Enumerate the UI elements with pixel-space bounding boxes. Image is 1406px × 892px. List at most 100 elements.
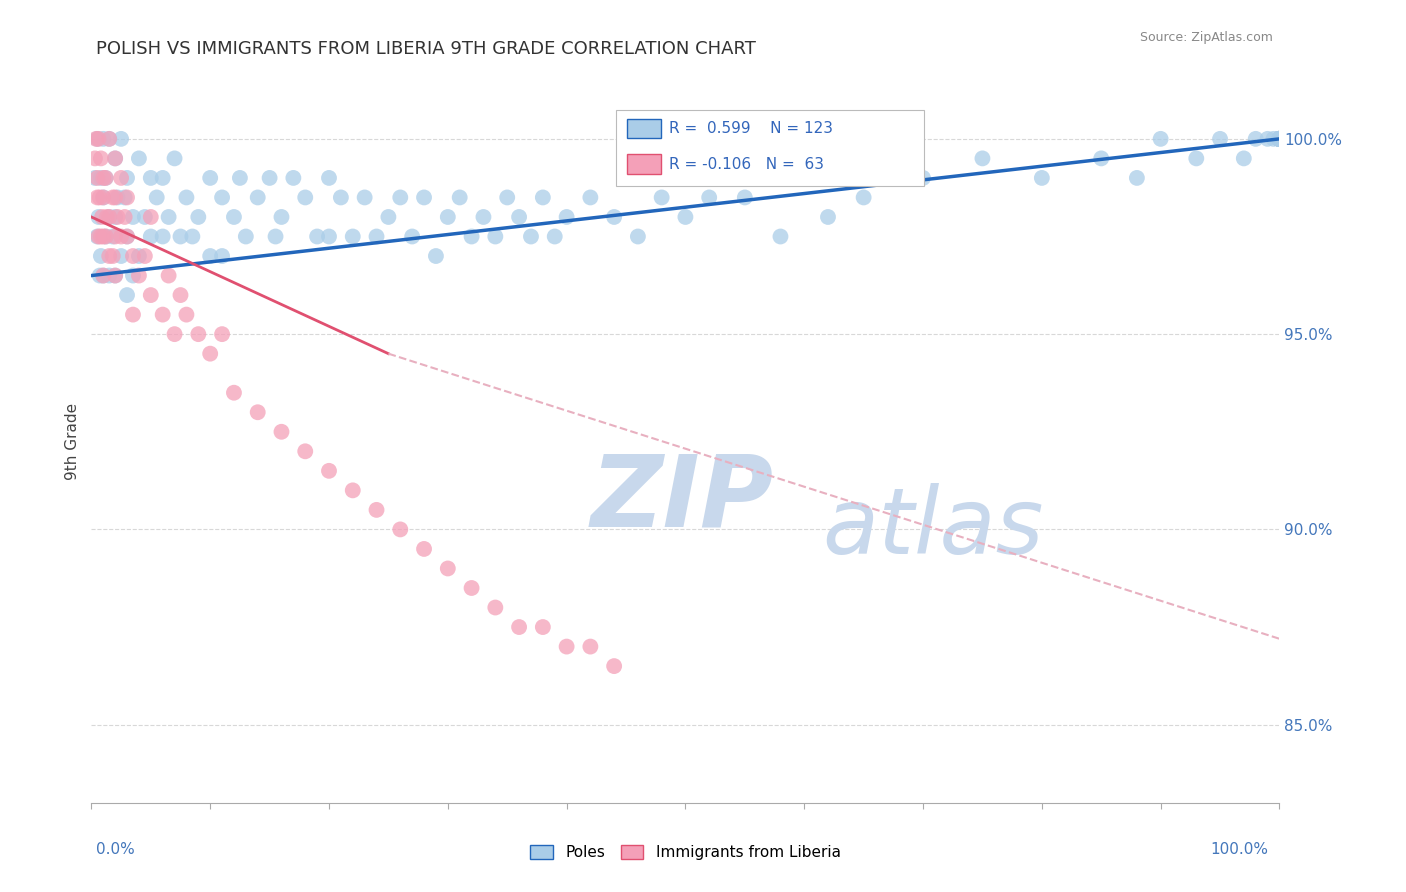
- Point: [1268, 132, 1291, 146]
- Point: [1268, 132, 1291, 146]
- Text: ZIP: ZIP: [591, 450, 773, 548]
- Point: [1233, 152, 1256, 166]
- Point: [86, 229, 108, 244]
- Point: [122, 210, 145, 224]
- Point: [229, 170, 252, 185]
- Point: [96, 210, 118, 224]
- Point: [449, 190, 471, 204]
- Point: [107, 190, 129, 204]
- Point: [508, 210, 530, 224]
- Point: [104, 229, 127, 244]
- Text: R =  0.599    N = 123: R = 0.599 N = 123: [669, 121, 834, 136]
- Point: [169, 229, 191, 244]
- Point: [531, 620, 554, 634]
- Point: [222, 210, 245, 224]
- Point: [436, 561, 458, 575]
- Point: [484, 600, 506, 615]
- Point: [115, 229, 138, 244]
- Point: [87, 132, 110, 146]
- Point: [283, 170, 305, 185]
- Point: [651, 190, 673, 204]
- Point: [307, 229, 329, 244]
- Point: [86, 170, 108, 185]
- Point: [91, 229, 114, 244]
- Point: [1268, 132, 1291, 146]
- Point: [555, 640, 578, 654]
- Point: [769, 229, 792, 244]
- Point: [377, 210, 399, 224]
- Point: [91, 190, 114, 204]
- Point: [852, 190, 875, 204]
- Point: [157, 210, 180, 224]
- Point: [187, 210, 209, 224]
- Point: [139, 170, 162, 185]
- Point: [1268, 132, 1291, 146]
- Point: [460, 581, 482, 595]
- Point: [520, 229, 543, 244]
- Point: [98, 249, 121, 263]
- Point: [1257, 132, 1279, 146]
- Point: [579, 190, 602, 204]
- Point: [91, 210, 114, 224]
- Point: [555, 210, 578, 224]
- Point: [90, 152, 112, 166]
- Point: [329, 190, 352, 204]
- Point: [264, 229, 287, 244]
- Point: [94, 229, 117, 244]
- Point: [1268, 132, 1291, 146]
- Point: [496, 190, 519, 204]
- Point: [1268, 132, 1291, 146]
- Point: [1268, 132, 1291, 146]
- Point: [366, 503, 388, 517]
- Point: [122, 268, 145, 283]
- Point: [1149, 132, 1171, 146]
- Point: [101, 190, 124, 204]
- Point: [235, 229, 257, 244]
- Point: [270, 425, 292, 439]
- Point: [246, 190, 269, 204]
- Point: [259, 170, 281, 185]
- Point: [104, 152, 127, 166]
- Point: [86, 190, 108, 204]
- Point: [972, 152, 994, 166]
- Point: [91, 268, 114, 283]
- Point: [1268, 132, 1291, 146]
- Point: [1126, 170, 1149, 185]
- Point: [1244, 132, 1267, 146]
- Point: [673, 210, 696, 224]
- Point: [84, 132, 107, 146]
- Point: [104, 268, 127, 283]
- Point: [734, 190, 756, 204]
- Point: [104, 152, 127, 166]
- Point: [1090, 152, 1112, 166]
- Point: [1268, 132, 1291, 146]
- Point: [89, 190, 111, 204]
- Legend: Poles, Immigrants from Liberia: Poles, Immigrants from Liberia: [530, 845, 841, 860]
- Point: [176, 190, 198, 204]
- Point: [128, 152, 150, 166]
- Point: [294, 444, 316, 458]
- Point: [1268, 132, 1291, 146]
- Point: [110, 229, 132, 244]
- Point: [128, 249, 150, 263]
- Point: [1268, 132, 1291, 146]
- Text: R = -0.106   N =  63: R = -0.106 N = 63: [669, 157, 824, 171]
- Point: [98, 132, 121, 146]
- Text: 100.0%: 100.0%: [1211, 842, 1268, 856]
- Point: [115, 170, 138, 185]
- Point: [98, 210, 121, 224]
- Point: [911, 170, 934, 185]
- Point: [531, 190, 554, 204]
- Point: [122, 249, 145, 263]
- Point: [342, 229, 364, 244]
- Point: [318, 170, 340, 185]
- Point: [413, 541, 436, 556]
- Point: [211, 249, 233, 263]
- Point: [163, 152, 186, 166]
- Text: 0.0%: 0.0%: [96, 842, 135, 856]
- Point: [114, 210, 136, 224]
- Point: [484, 229, 506, 244]
- Point: [104, 268, 127, 283]
- Point: [91, 190, 114, 204]
- Point: [1209, 132, 1232, 146]
